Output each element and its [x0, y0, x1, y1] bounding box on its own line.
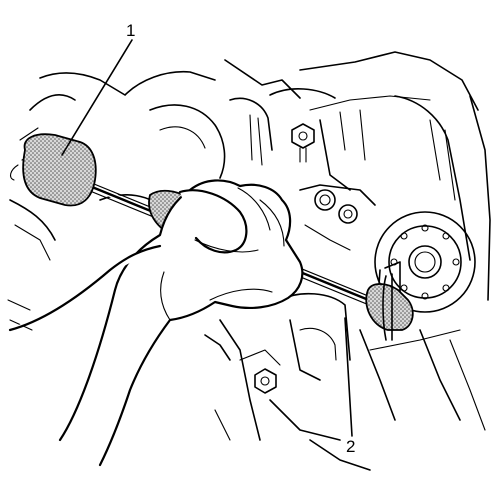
tool-attachment-end [365, 273, 414, 341]
bolt-top [291, 123, 315, 163]
callout-2: 2 [346, 437, 355, 456]
leader-lines [61, 39, 353, 437]
leader-line-2 [344, 317, 353, 437]
callout-1: 1 [126, 21, 135, 40]
tool-handle-weight [9, 133, 97, 207]
hand [8, 179, 304, 467]
bolt-bottom [254, 368, 277, 394]
leader-line-1 [61, 39, 133, 156]
engine-background [7, 51, 491, 471]
